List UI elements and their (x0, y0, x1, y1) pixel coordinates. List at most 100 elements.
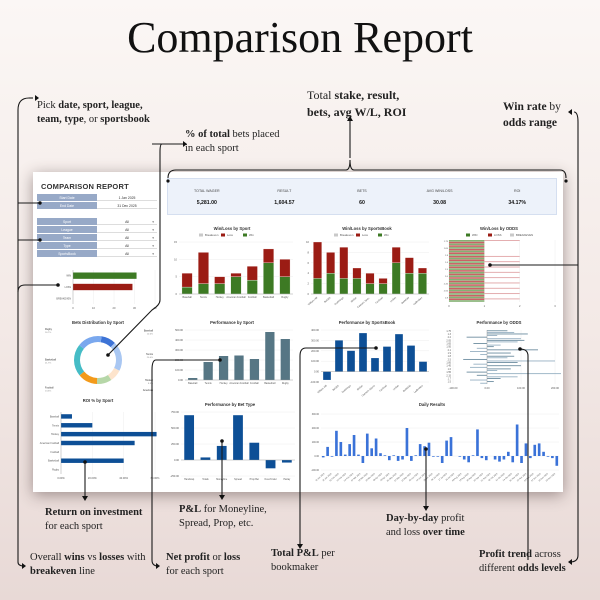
svg-text:300.00: 300.00 (311, 338, 319, 342)
annotation-oddstrend: Profit trend across different odds level… (479, 549, 566, 574)
svg-text:23 May 2025: 23 May 2025 (401, 473, 412, 483)
end-date-input[interactable]: 31 Dec 2025 (97, 202, 157, 209)
kpi-avg-win-loss: AVG WIN/LOSS 30.08 (401, 179, 479, 214)
svg-text:4: 4 (308, 271, 310, 275)
svg-text:1.5: 1.5 (448, 381, 452, 384)
svg-text:BREAKEVEN: BREAKEVEN (56, 297, 71, 300)
svg-text:1.75: 1.75 (446, 330, 451, 333)
chevron-down-icon: ▾ (152, 252, 154, 256)
svg-text:12 May 2025: 12 May 2025 (394, 473, 405, 483)
svg-text:BetMGM: BetMGM (402, 384, 411, 392)
svg-text:1.75: 1.75 (444, 241, 449, 243)
svg-text:Baseball: Baseball (188, 382, 198, 385)
kpi-label: BETS (357, 189, 367, 193)
date-filters: Start Date 1 Jan 2025 End Date 31 Dec 20… (37, 194, 157, 210)
svg-text:1.95: 1.95 (446, 346, 451, 349)
svg-text:28 Jul 2025: 28 Jul 2025 (446, 473, 456, 482)
svg-text:Moneyline: Moneyline (216, 478, 228, 481)
svg-text:William Hill: William Hill (317, 384, 328, 394)
filter-sport: Sport All ▾ (37, 218, 157, 226)
kpi-total-wager: TOTAL WAGER 5,281.00 (168, 179, 246, 214)
svg-text:20.0%: 20.0% (147, 357, 153, 359)
svg-text:American Football: American Football (40, 442, 60, 445)
svg-text:Daily Results: Daily Results (419, 402, 446, 407)
svg-text:0: 0 (448, 304, 450, 308)
svg-text:Win/Loss by SportsBook: Win/Loss by SportsBook (342, 226, 392, 231)
svg-text:1.8: 1.8 (445, 255, 449, 257)
page-title: Comparison Report (127, 13, 473, 62)
kpi-value: 1,604.57 (274, 200, 295, 206)
start-date-input[interactable]: 1 Jan 2025 (97, 194, 157, 201)
svg-text:Betfair: Betfair (356, 384, 363, 391)
annotation-netprofit: Net profit or loss for each sport (166, 552, 241, 577)
svg-text:Baseball: Baseball (144, 329, 154, 332)
kpi-label: TOTAL WAGER (194, 189, 220, 193)
svg-text:20: 20 (113, 306, 116, 310)
svg-text:2.0: 2.0 (445, 276, 449, 278)
svg-text:02 Feb 2025: 02 Feb 2025 (329, 473, 340, 483)
filter-sport-select[interactable]: All ▾ (97, 218, 157, 225)
kpi-label: ROI (513, 189, 521, 193)
svg-text:0.00: 0.00 (178, 378, 184, 382)
kpi-label: AVG WIN/LOSS (426, 189, 453, 193)
svg-text:1: 1 (484, 304, 486, 308)
filter-type-select[interactable]: All ▾ (97, 242, 157, 249)
svg-text:Baseball: Baseball (183, 296, 193, 299)
svg-text:22 Jan 2025: 22 Jan 2025 (322, 473, 333, 482)
filter-league-value: All (125, 228, 129, 232)
svg-text:Hockey: Hockey (216, 296, 225, 299)
filter-sportsbook-select[interactable]: All ▾ (97, 250, 157, 257)
filter-type: Type All ▾ (37, 242, 157, 250)
svg-text:Football: Football (248, 296, 257, 299)
svg-text:DraftKings: DraftKings (341, 384, 352, 394)
svg-text:Performance by SportsBook: Performance by SportsBook (339, 320, 396, 325)
filter-league-select[interactable]: All ▾ (97, 226, 157, 233)
svg-text:Betfair: Betfair (350, 296, 357, 303)
svg-text:William Hill: William Hill (307, 296, 318, 306)
svg-text:29 Mar 2025: 29 Mar 2025 (365, 472, 377, 482)
filter-league-label: League (37, 226, 97, 233)
svg-text:02 Oct 2025: 02 Oct 2025 (488, 472, 499, 482)
svg-text:2.1: 2.1 (448, 349, 452, 352)
svg-text:Basketball: Basketball (263, 296, 274, 299)
end-date-label: End Date (37, 202, 97, 209)
svg-text:18 Mar 2025: 18 Mar 2025 (358, 472, 370, 482)
svg-text:300.00: 300.00 (312, 413, 320, 416)
chart-roi-by-sport: ROI % by Sport 0.00% 20.00% 40.00% 60.00% Bas… (35, 394, 161, 486)
svg-text:1.6: 1.6 (445, 262, 449, 264)
svg-text:25 Jun 2025: 25 Jun 2025 (423, 473, 434, 482)
svg-text:2: 2 (519, 304, 521, 308)
svg-text:2.45: 2.45 (444, 283, 449, 285)
filter-type-value: All (125, 244, 129, 248)
svg-text:DraftKings: DraftKings (334, 296, 345, 306)
svg-text:Rugby: Rugby (45, 328, 53, 331)
svg-text:BREAKEVEN: BREAKEVEN (516, 233, 533, 237)
svg-text:30: 30 (133, 306, 136, 310)
svg-text:Bet365: Bet365 (324, 296, 332, 304)
svg-text:10.0%: 10.0% (147, 333, 153, 335)
svg-text:American Football: American Football (226, 296, 246, 299)
kpi-value: 60 (359, 200, 365, 206)
svg-text:Unibet: Unibet (390, 296, 397, 303)
svg-text:FanDuel: FanDuel (375, 296, 384, 304)
svg-text:100.00: 100.00 (517, 386, 525, 390)
svg-text:100.00: 100.00 (311, 359, 319, 363)
chart-performance-by-odds: Performance by ODDS -100.00 0.00 100.00 200.… (437, 316, 562, 394)
filter-sport-value: All (125, 220, 129, 224)
annotation-kpis: Total stake, result, bets, avg W/L, ROI (307, 88, 407, 119)
filter-team-select[interactable]: All ▾ (97, 234, 157, 241)
svg-text:03 Jun 2025: 03 Jun 2025 (409, 473, 420, 482)
svg-text:1.7: 1.7 (448, 377, 452, 380)
svg-text:2: 2 (308, 282, 310, 286)
svg-text:10: 10 (306, 240, 309, 244)
dropdown-filters: Sport All ▾ League All ▾ Team All ▾ Type Al… (37, 218, 157, 258)
svg-text:21.7%: 21.7% (45, 362, 51, 364)
svg-text:Tennis: Tennis (200, 296, 208, 299)
svg-text:Performance by Bet Type: Performance by Bet Type (205, 402, 256, 407)
svg-text:Tennis: Tennis (205, 382, 213, 385)
annotation-roi: Return on investment for each sport (45, 507, 143, 532)
chevron-down-icon: ▾ (152, 220, 154, 224)
svg-text:200.00: 200.00 (175, 358, 183, 362)
svg-text:Loss: Loss (362, 233, 369, 237)
svg-text:60.00%: 60.00% (151, 476, 160, 480)
